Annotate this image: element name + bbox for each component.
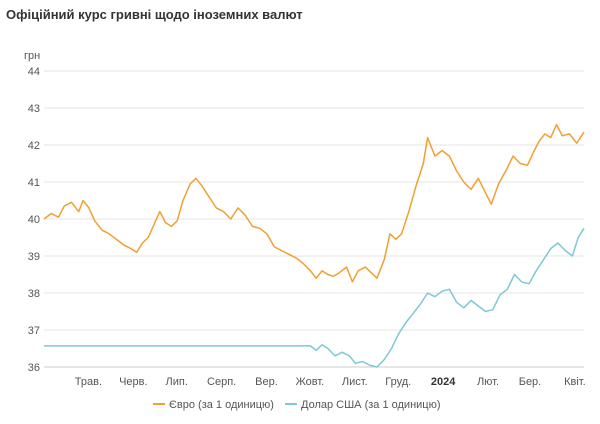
y-tick-label: 40 — [28, 214, 40, 226]
legend-item-1: Євро (за 1 одиницю) — [153, 399, 274, 411]
series-line-1 — [43, 123, 585, 283]
x-tick-label: Лют. — [477, 376, 499, 388]
y-tick-label: 43 — [28, 103, 40, 115]
legend: Євро (за 1 одиницю) Долар США (за 1 одини… — [153, 399, 441, 411]
series-lines — [43, 123, 585, 368]
x-tick-label: Квіт. — [564, 376, 586, 388]
legend-item-2: Долар США (за 1 одиницю) — [285, 399, 441, 411]
x-tick-label: Лист. — [342, 376, 368, 388]
y-tick-label: 41 — [28, 177, 40, 189]
chart-title: Офіційний курс гривні щодо іноземних вал… — [6, 7, 303, 22]
legend-label: Євро (за 1 одиницю) — [169, 399, 274, 411]
grid-lines — [44, 70, 584, 368]
x-tick-label: Серп. — [207, 376, 236, 388]
y-tick-label: 42 — [28, 140, 40, 152]
series-line-2 — [44, 227, 585, 368]
x-tick-label: 2024 — [431, 376, 456, 388]
x-tick-label: Трав. — [75, 376, 102, 388]
y-tick-label: 44 — [28, 66, 40, 78]
y-tick-label: 38 — [28, 288, 40, 300]
y-tick-label: 36 — [28, 362, 40, 374]
y-axis-unit-label: грн — [24, 50, 40, 62]
y-tick-label: 39 — [28, 251, 40, 263]
x-axis-ticks: Трав. Черв. Лип. Серп. Вер. Жовт. Лист. Груд. 20… — [75, 376, 586, 388]
y-axis-ticks: 44 43 42 41 40 39 38 37 36 — [28, 66, 40, 374]
x-tick-label: Вер. — [255, 376, 278, 388]
x-tick-label: Бер. — [519, 376, 542, 388]
legend-label: Долар США (за 1 одиницю) — [301, 399, 441, 411]
x-tick-label: Жовт. — [296, 376, 325, 388]
x-tick-label: Груд. — [385, 376, 411, 388]
x-tick-label: Черв. — [119, 376, 147, 388]
x-tick-label: Лип. — [166, 376, 188, 388]
y-tick-label: 37 — [28, 325, 40, 337]
